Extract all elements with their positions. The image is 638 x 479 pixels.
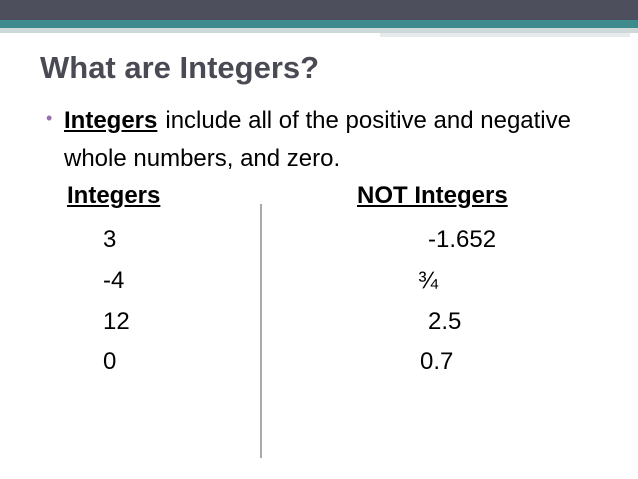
bullet-rest: include all of the positive and negative… [64,107,571,172]
column-header: Integers [67,182,161,209]
top-stripe [0,20,638,28]
column-item: ¾ [418,267,439,294]
column-item: 12 [103,308,130,335]
slide-title: What are Integers? [40,50,320,85]
bullet-term: Integers [64,107,158,134]
bullet-text: Integers include all of the positive and … [64,102,604,178]
top-bar [0,0,638,20]
bullet-dot: • [46,108,53,128]
column-item: 3 [103,226,117,253]
column-header: NOT Integers [357,182,508,209]
top-stripe-accent [380,33,630,37]
top-stripe-light [0,28,638,33]
column-item: -4 [103,267,125,294]
column-item: 0.7 [420,348,454,375]
column-item: 2.5 [428,308,462,335]
column-item: 0 [103,348,117,375]
column-item: -1.652 [428,226,497,253]
